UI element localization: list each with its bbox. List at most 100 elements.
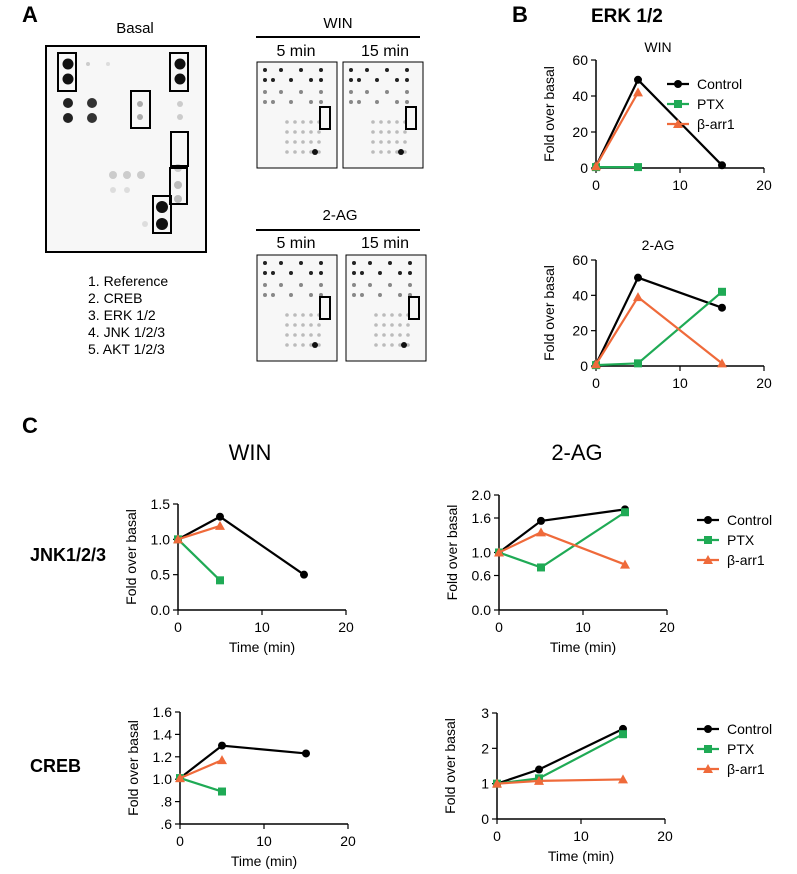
legend-marker-barr bbox=[703, 764, 713, 773]
y-axis-label: Fold over basal bbox=[442, 718, 458, 814]
blot-spot bbox=[406, 323, 410, 327]
series-line-barr bbox=[496, 778, 624, 785]
panel-c-letter: C bbox=[22, 413, 38, 438]
data-point-barr bbox=[173, 534, 183, 544]
y-tick-label: 60 bbox=[572, 252, 588, 268]
blot-spot bbox=[301, 130, 305, 134]
data-point-barr bbox=[591, 161, 601, 171]
blot-spot bbox=[309, 120, 313, 124]
blot-spot bbox=[349, 90, 353, 94]
data-point-barr bbox=[536, 527, 546, 537]
blot-spot bbox=[388, 261, 392, 265]
blot-spot bbox=[317, 333, 321, 337]
legend-marker-ptx bbox=[674, 100, 682, 108]
x-axis-label: Time (min) bbox=[548, 848, 614, 864]
x-tick-label: 10 bbox=[254, 619, 270, 635]
blot-spot bbox=[285, 150, 289, 154]
blot-spot bbox=[408, 283, 412, 287]
win-5min-blot bbox=[256, 61, 338, 169]
x-tick-label: 20 bbox=[338, 619, 354, 635]
blot-highlight-box bbox=[57, 52, 77, 92]
data-point-barr bbox=[717, 358, 727, 368]
y-tick-label: 1.0 bbox=[151, 531, 171, 547]
legend-label-control: Control bbox=[697, 76, 742, 92]
blot-spot bbox=[365, 68, 369, 72]
blot-spot bbox=[174, 58, 186, 70]
y-tick-label: 1 bbox=[481, 776, 489, 792]
legend-marker-barr bbox=[703, 555, 713, 564]
blot-spot bbox=[109, 171, 117, 179]
x-tick-label: 20 bbox=[659, 619, 675, 635]
series-line-control bbox=[496, 727, 624, 785]
blot-spot bbox=[309, 271, 313, 275]
y-tick-label: 2 bbox=[481, 740, 489, 756]
ag-5min-blot bbox=[256, 254, 338, 362]
blot-spot bbox=[387, 120, 391, 124]
blot-spot bbox=[110, 187, 116, 193]
y-tick-label: 0 bbox=[481, 811, 489, 827]
x-tick-label: 10 bbox=[575, 619, 591, 635]
legend-label-barr: β-arr1 bbox=[727, 761, 765, 777]
blot-spot bbox=[398, 293, 402, 297]
data-point-barr bbox=[215, 520, 225, 530]
blot-spot bbox=[319, 78, 323, 82]
blot-spot bbox=[309, 343, 313, 347]
ag-15min-label: 15 min bbox=[361, 235, 409, 252]
legend-marker-control bbox=[704, 725, 712, 733]
blot-spot bbox=[293, 140, 297, 144]
data-point-control bbox=[535, 765, 543, 774]
y-tick-label: 0 bbox=[580, 358, 588, 374]
x-tick-label: 20 bbox=[756, 375, 772, 391]
legend-label-barr: β-arr1 bbox=[697, 116, 735, 132]
c-row-label-jnk: JNK1/2/3 bbox=[30, 545, 106, 565]
legend-reference: 1. Reference bbox=[88, 273, 168, 289]
blot-spot bbox=[301, 120, 305, 124]
series-line-barr bbox=[179, 759, 223, 780]
blot-spot bbox=[352, 283, 356, 287]
data-point-barr bbox=[217, 755, 227, 765]
blot-spot bbox=[156, 201, 168, 213]
blot-spot bbox=[319, 68, 323, 72]
y-tick-label: 0.0 bbox=[151, 602, 171, 618]
x-tick-label: 10 bbox=[672, 375, 688, 391]
blot-spot bbox=[374, 333, 378, 337]
legend-marker-control bbox=[704, 516, 712, 524]
blot-spot bbox=[293, 120, 297, 124]
blot-spot bbox=[279, 90, 283, 94]
blot-spot bbox=[263, 68, 267, 72]
blot-spot bbox=[319, 100, 323, 104]
blot-spot bbox=[360, 293, 364, 297]
blot-spot bbox=[309, 323, 313, 327]
blot-spot bbox=[293, 333, 297, 337]
blot-spot bbox=[375, 100, 379, 104]
y-tick-label: 60 bbox=[572, 52, 588, 68]
blot-spot bbox=[352, 261, 356, 265]
blot-spot bbox=[289, 293, 293, 297]
blot-spot bbox=[371, 140, 375, 144]
data-point-control bbox=[537, 516, 545, 525]
blot-spot bbox=[285, 130, 289, 134]
legend-marker-ptx bbox=[704, 745, 712, 753]
y-axis-label: Fold over basal bbox=[123, 509, 139, 605]
blot-spot bbox=[309, 140, 313, 144]
data-point-ptx bbox=[216, 576, 224, 585]
blot-spot bbox=[309, 293, 313, 297]
legend-label-ptx: PTX bbox=[727, 741, 755, 757]
y-tick-label: 1.0 bbox=[472, 545, 492, 561]
blot-spot bbox=[289, 78, 293, 82]
data-point-barr bbox=[620, 559, 630, 569]
x-tick-label: 0 bbox=[592, 375, 600, 391]
blot-spot bbox=[387, 150, 391, 154]
blot-spot bbox=[398, 313, 402, 317]
y-tick-label: 0.6 bbox=[472, 568, 492, 584]
data-point-barr bbox=[591, 359, 601, 369]
blot-spot bbox=[408, 261, 412, 265]
blot-spot bbox=[301, 150, 305, 154]
x-tick-label: 10 bbox=[672, 177, 688, 193]
y-tick-label: 2.0 bbox=[472, 487, 492, 503]
blot-spot bbox=[379, 150, 383, 154]
blot-spot bbox=[319, 90, 323, 94]
y-axis-label: Fold over basal bbox=[541, 265, 557, 361]
blot-spot bbox=[379, 140, 383, 144]
